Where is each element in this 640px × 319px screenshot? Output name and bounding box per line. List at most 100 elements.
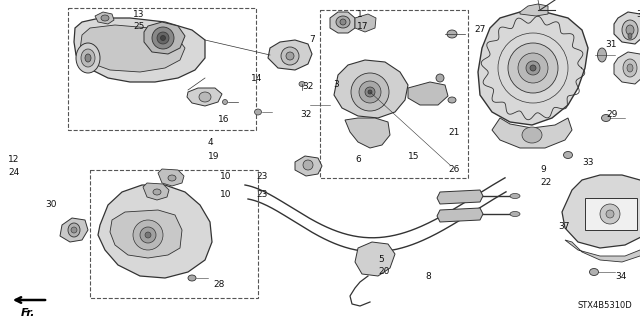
Ellipse shape (168, 175, 176, 181)
Text: Fr.: Fr. (20, 308, 35, 318)
Ellipse shape (199, 92, 211, 102)
Text: 32: 32 (302, 82, 314, 91)
Ellipse shape (299, 81, 305, 86)
Text: 8: 8 (425, 272, 431, 281)
Polygon shape (143, 183, 169, 200)
Polygon shape (295, 156, 322, 176)
Ellipse shape (365, 87, 375, 97)
Text: 32: 32 (300, 110, 312, 119)
Ellipse shape (628, 33, 632, 39)
Polygon shape (614, 12, 640, 44)
Ellipse shape (153, 189, 161, 195)
Text: 4: 4 (208, 138, 214, 147)
Text: 37: 37 (558, 222, 570, 231)
Text: 6: 6 (355, 155, 361, 164)
Polygon shape (98, 185, 212, 278)
Text: 23: 23 (256, 190, 268, 199)
Ellipse shape (133, 220, 163, 250)
Text: 28: 28 (213, 280, 225, 289)
Text: 12: 12 (8, 155, 19, 164)
Text: 13: 13 (133, 10, 145, 19)
Bar (90, 170, 258, 298)
Text: 15: 15 (408, 152, 419, 161)
Ellipse shape (627, 64, 633, 72)
Ellipse shape (255, 109, 262, 115)
Text: 16: 16 (218, 115, 230, 124)
Ellipse shape (68, 223, 80, 237)
Text: 10: 10 (220, 190, 232, 199)
Polygon shape (355, 14, 376, 32)
Text: 22: 22 (540, 178, 551, 187)
Polygon shape (80, 25, 185, 72)
Text: 9: 9 (540, 165, 546, 174)
Ellipse shape (563, 152, 573, 159)
Text: 17: 17 (357, 22, 369, 31)
Ellipse shape (157, 32, 169, 44)
Ellipse shape (623, 59, 637, 77)
Text: 10: 10 (220, 172, 232, 181)
Ellipse shape (351, 73, 389, 111)
Ellipse shape (359, 81, 381, 103)
Text: 31: 31 (605, 40, 616, 49)
Ellipse shape (286, 52, 294, 60)
Ellipse shape (510, 211, 520, 217)
Ellipse shape (76, 43, 100, 73)
Text: 33: 33 (582, 158, 593, 167)
Text: 25: 25 (133, 22, 145, 31)
Ellipse shape (436, 74, 444, 82)
Ellipse shape (530, 65, 536, 71)
Polygon shape (268, 40, 312, 70)
Ellipse shape (508, 43, 558, 93)
Ellipse shape (622, 20, 638, 40)
Text: 27: 27 (474, 25, 485, 34)
Text: 14: 14 (251, 74, 262, 83)
Ellipse shape (303, 160, 313, 170)
Polygon shape (520, 4, 548, 16)
Ellipse shape (85, 54, 91, 62)
Text: 19: 19 (208, 152, 220, 161)
Ellipse shape (336, 16, 350, 28)
Ellipse shape (368, 90, 372, 94)
Text: 29: 29 (606, 110, 618, 119)
Polygon shape (60, 218, 88, 242)
Bar (68, 8, 256, 130)
Polygon shape (437, 208, 483, 222)
Text: 1: 1 (357, 10, 363, 19)
Ellipse shape (518, 53, 548, 83)
Polygon shape (187, 88, 222, 106)
Ellipse shape (606, 210, 614, 218)
Ellipse shape (447, 30, 457, 38)
Text: 7: 7 (309, 35, 315, 44)
Text: STX4B5310D: STX4B5310D (577, 301, 632, 310)
Polygon shape (158, 169, 184, 186)
Ellipse shape (598, 48, 607, 62)
Ellipse shape (589, 269, 598, 276)
Ellipse shape (526, 61, 540, 75)
Text: 21: 21 (448, 128, 460, 137)
Text: 34: 34 (615, 272, 627, 281)
Polygon shape (144, 22, 185, 54)
Polygon shape (492, 118, 572, 148)
Text: 3: 3 (333, 80, 339, 89)
Ellipse shape (152, 27, 174, 49)
Polygon shape (74, 18, 205, 82)
Ellipse shape (161, 35, 166, 41)
Polygon shape (478, 12, 588, 125)
Polygon shape (614, 52, 640, 84)
Polygon shape (334, 60, 408, 118)
Text: 26: 26 (448, 165, 460, 174)
Polygon shape (355, 242, 395, 276)
Ellipse shape (522, 127, 542, 143)
Bar (320, 10, 468, 178)
Ellipse shape (81, 49, 95, 67)
Polygon shape (110, 210, 182, 258)
Polygon shape (565, 238, 640, 262)
Ellipse shape (602, 115, 611, 122)
Polygon shape (437, 190, 483, 204)
Polygon shape (408, 82, 448, 105)
Bar (585, 198, 637, 230)
Text: 30: 30 (45, 200, 56, 209)
Ellipse shape (510, 194, 520, 198)
Polygon shape (330, 12, 355, 33)
Polygon shape (345, 118, 390, 148)
